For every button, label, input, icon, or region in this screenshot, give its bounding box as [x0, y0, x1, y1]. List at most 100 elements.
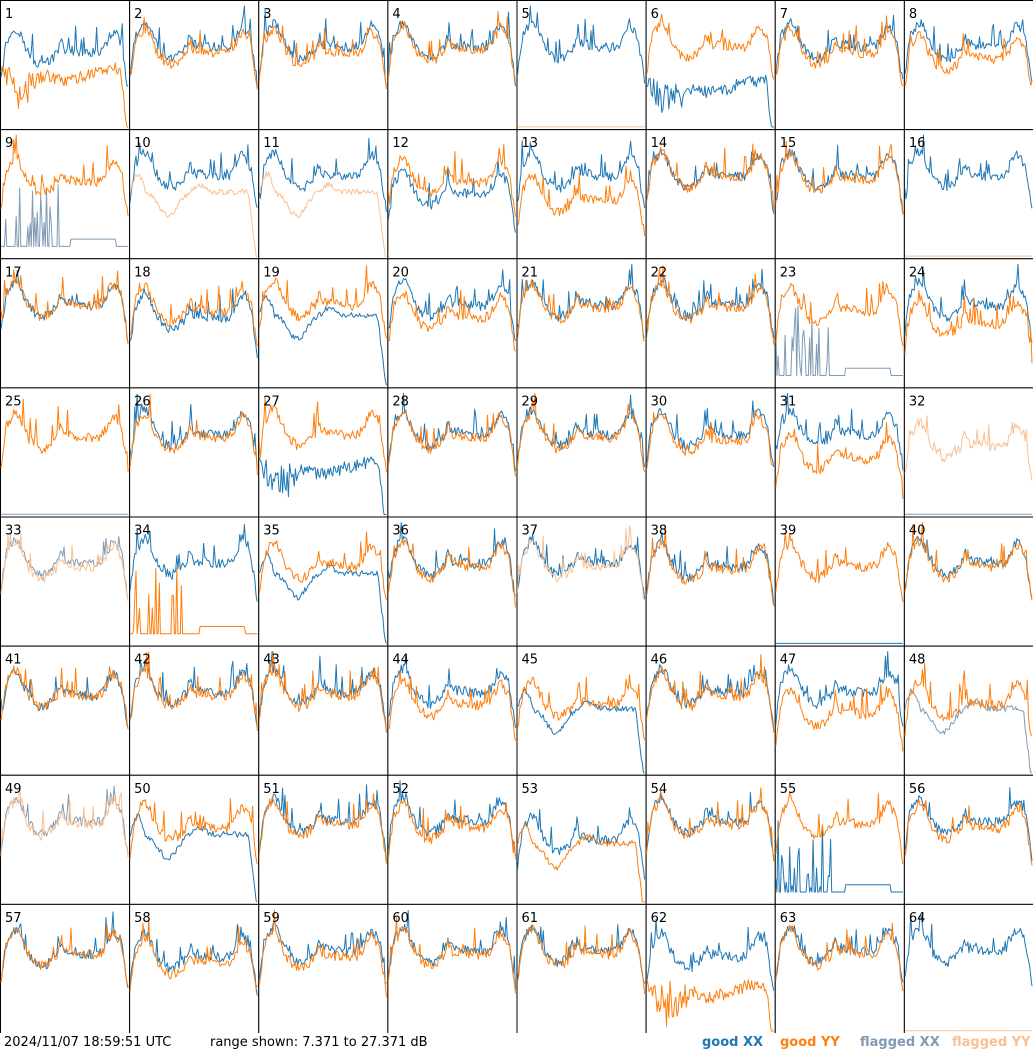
series-good-yy-tile-38 — [646, 527, 775, 607]
tile-panel-5: 5 — [516, 0, 647, 131]
series-flagged-yy-tile-37 — [517, 525, 646, 601]
tile-panel-64: 64 — [903, 903, 1033, 1033]
tile-panel-41: 41 — [0, 645, 131, 776]
tile-label: 2 — [134, 7, 142, 22]
tile-frame — [0, 645, 131, 776]
tile-frame — [129, 258, 260, 389]
tile-label: 49 — [5, 782, 22, 797]
series-good-yy-tile-53 — [517, 822, 645, 903]
series-good-xx-tile-42 — [129, 659, 258, 729]
tile-label: 3 — [263, 7, 271, 22]
tile-label: 9 — [5, 136, 13, 151]
series-good-yy-tile-63 — [775, 922, 904, 992]
series-good-yy-tile-13 — [517, 165, 646, 236]
series-good-xx-tile-2 — [129, 5, 258, 89]
series-good-yy-tile-56 — [904, 799, 1033, 866]
tile-label: 15 — [780, 136, 797, 151]
tile-frame — [516, 387, 647, 518]
tile-frame — [903, 645, 1033, 776]
tile-frame — [645, 774, 776, 905]
series-good-xx-tile-47 — [775, 651, 904, 727]
series-good-xx-tile-19 — [258, 295, 387, 386]
series-good-yy-tile-27 — [258, 396, 387, 473]
series-good-yy-tile-48 — [904, 662, 1033, 737]
tile-panel-3: 3 — [258, 0, 389, 131]
legend-flagged-xx: flagged XX — [860, 1035, 940, 1050]
series-good-yy-tile-39 — [775, 532, 904, 603]
tile-label: 25 — [5, 394, 22, 409]
series-good-xx-tile-35 — [258, 551, 387, 644]
tile-panel-11: 11 — [258, 129, 389, 260]
tile-panel-15: 15 — [774, 129, 905, 260]
tile-frame — [516, 774, 647, 905]
tile-panel-6: 6 — [645, 0, 776, 131]
series-good-xx-tile-58 — [129, 923, 258, 996]
series-good-yy-tile-23 — [775, 280, 904, 347]
series-good-yy-tile-20 — [388, 289, 516, 352]
legend-good-yy: good YY — [780, 1035, 840, 1050]
series-good-xx-tile-16 — [904, 134, 1033, 209]
tile-panel-46: 46 — [645, 645, 776, 776]
tile-label: 52 — [392, 782, 409, 797]
tile-panel-35: 35 — [258, 516, 389, 647]
series-flagged-yy-tile-49 — [0, 784, 129, 858]
tile-label: 54 — [651, 782, 668, 797]
series-good-yy-tile-6 — [646, 13, 775, 80]
tile-panel-21: 21 — [516, 258, 647, 389]
tile-frame — [129, 516, 260, 647]
tile-label: 26 — [134, 394, 151, 409]
series-good-yy-tile-54 — [646, 787, 775, 862]
tile-label: 7 — [780, 7, 788, 22]
series-good-yy-tile-1 — [0, 62, 129, 128]
series-good-xx-tile-62 — [646, 918, 775, 991]
tile-panel-19: 19 — [258, 258, 389, 389]
tile-frame — [387, 258, 518, 389]
tile-label: 29 — [522, 394, 539, 409]
tile-label: 56 — [909, 782, 926, 797]
tile-label: 38 — [651, 524, 668, 539]
tile-label: 8 — [909, 7, 917, 22]
tile-frame — [516, 0, 647, 131]
footer-bar: 2024/11/07 18:59:51 UTC range shown: 7.3… — [0, 1033, 1033, 1053]
series-good-yy-tile-43 — [258, 651, 387, 732]
series-flagged-xx-tile-49 — [0, 785, 129, 855]
series-good-yy-tile-30 — [646, 409, 775, 470]
tile-frame — [387, 645, 518, 776]
tile-label: 18 — [134, 265, 151, 280]
tile-panel-52: 52 — [387, 774, 518, 905]
tile-frame — [645, 903, 776, 1033]
series-good-yy-tile-52 — [387, 800, 516, 860]
series-good-yy-tile-41 — [0, 665, 129, 730]
series-good-yy-tile-55 — [775, 792, 904, 864]
tile-label: 10 — [134, 136, 151, 151]
tile-label: 60 — [392, 911, 409, 926]
tile-panel-23: 23 — [774, 258, 905, 389]
tile-panel-38: 38 — [645, 516, 776, 647]
series-good-yy-tile-46 — [646, 654, 775, 732]
tile-label: 11 — [263, 136, 280, 151]
series-good-yy-tile-24 — [904, 290, 1033, 364]
tile-label: 43 — [263, 653, 280, 668]
series-good-yy-tile-8 — [904, 31, 1033, 87]
tile-frame — [774, 0, 905, 131]
tile-panel-29: 29 — [516, 387, 647, 518]
tile-label: 64 — [909, 911, 926, 926]
series-flagged-yy-tile-32 — [904, 415, 1033, 481]
tile-frame — [129, 774, 260, 905]
series-good-xx-tile-6 — [646, 74, 774, 128]
series-good-xx-tile-34 — [129, 524, 258, 602]
series-good-yy-tile-47 — [775, 683, 904, 752]
tile-frame — [645, 258, 776, 389]
series-good-yy-tile-42 — [129, 651, 258, 731]
series-flagged-yy-tile-33 — [0, 533, 129, 602]
tile-frame — [129, 387, 260, 518]
tile-panel-42: 42 — [129, 645, 260, 776]
tile-frame — [0, 516, 131, 647]
tile-panel-44: 44 — [387, 645, 518, 776]
tile-frame — [903, 903, 1033, 1033]
series-good-xx-tile-44 — [388, 653, 516, 728]
series-good-yy-tile-62 — [646, 978, 774, 1032]
tile-label: 37 — [522, 524, 539, 539]
series-good-yy-tile-60 — [387, 916, 516, 994]
tile-panel-4: 4 — [387, 0, 518, 131]
